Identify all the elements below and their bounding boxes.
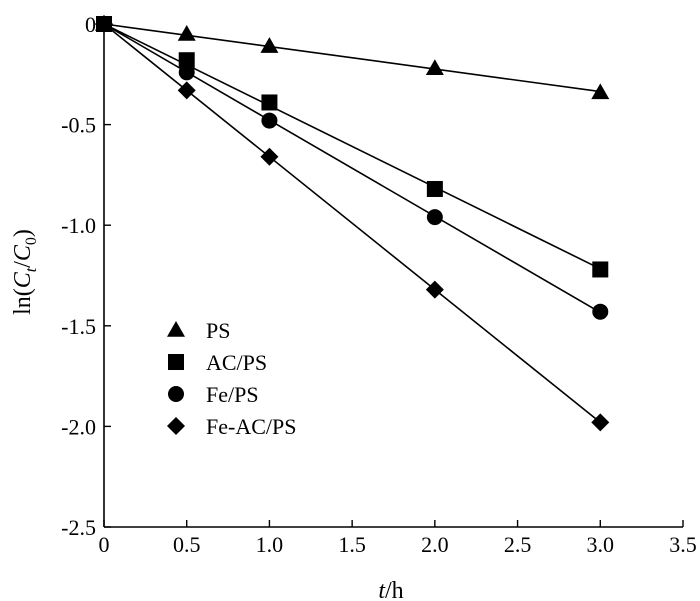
point-fe-ac-ps — [177, 81, 196, 100]
x-tick-label: 0.5 — [173, 532, 201, 557]
point-ac-ps — [426, 180, 443, 197]
x-tick-label: 2.0 — [421, 532, 449, 557]
point-fe-ps — [592, 303, 609, 320]
x-axis-ticks: 0 0.5 1.0 1.5 2.0 2.5 3.0 3.5 — [99, 520, 697, 557]
fit-line-ac-ps — [103, 23, 601, 270]
y-tick-label: -0.5 — [61, 113, 96, 138]
point-fe-ac-ps — [260, 147, 279, 166]
legend-label-fe-ac-ps: Fe-AC/PS — [206, 414, 296, 439]
point-fe-ps — [178, 64, 195, 81]
legend-marker-fe-ac-ps — [167, 417, 185, 435]
point-ac-ps — [261, 94, 278, 111]
x-tick-label: 1.0 — [256, 532, 284, 557]
point-fe-ps — [261, 112, 278, 129]
point-ps — [177, 25, 196, 41]
plot-frame — [103, 22, 683, 528]
x-tick-label: 2.5 — [504, 532, 532, 557]
legend-label-fe-ps: Fe/PS — [206, 382, 259, 407]
point-fe-ac-ps — [425, 280, 444, 299]
data-markers — [95, 15, 610, 432]
y-axis-ticks: 0 -0.5 -1.0 -1.5 -2.0 -2.5 — [61, 12, 111, 540]
point-fe-ps — [426, 209, 443, 226]
x-tick-label: 3.0 — [587, 532, 615, 557]
fit-line-ps — [103, 23, 601, 93]
x-tick-label: 0 — [99, 532, 110, 557]
y-tick-label: -1.0 — [61, 213, 96, 238]
x-axis-label: t/h — [378, 578, 403, 601]
point-ac-ps — [592, 261, 609, 278]
point-fe-ac-ps — [95, 15, 113, 33]
point-ps — [260, 37, 279, 53]
point-ps — [591, 83, 610, 100]
y-tick-label: -2.5 — [61, 515, 96, 540]
fit-line-fe-ps — [103, 23, 601, 314]
x-tick-label: 1.5 — [338, 532, 366, 557]
y-axis-label: ln(Ct/C0) — [10, 229, 40, 315]
legend-label-ps: PS — [206, 318, 230, 343]
y-tick-label: -1.5 — [61, 314, 96, 339]
legend-marker-fe-ps — [168, 386, 184, 402]
y-tick-label: -2.0 — [61, 414, 96, 439]
y-tick-label: 0 — [85, 12, 96, 37]
point-ac-ps — [178, 52, 195, 69]
legend-label-ac-ps: AC/PS — [206, 350, 267, 375]
point-ps — [425, 59, 444, 76]
point-fe-ac-ps — [591, 413, 610, 432]
legend-marker-ac-ps — [168, 354, 184, 370]
x-tick-label: 3.5 — [669, 532, 697, 557]
legend-marker-ps — [167, 321, 185, 337]
legend: PS AC/PS Fe/PS Fe-AC/PS — [167, 318, 296, 439]
